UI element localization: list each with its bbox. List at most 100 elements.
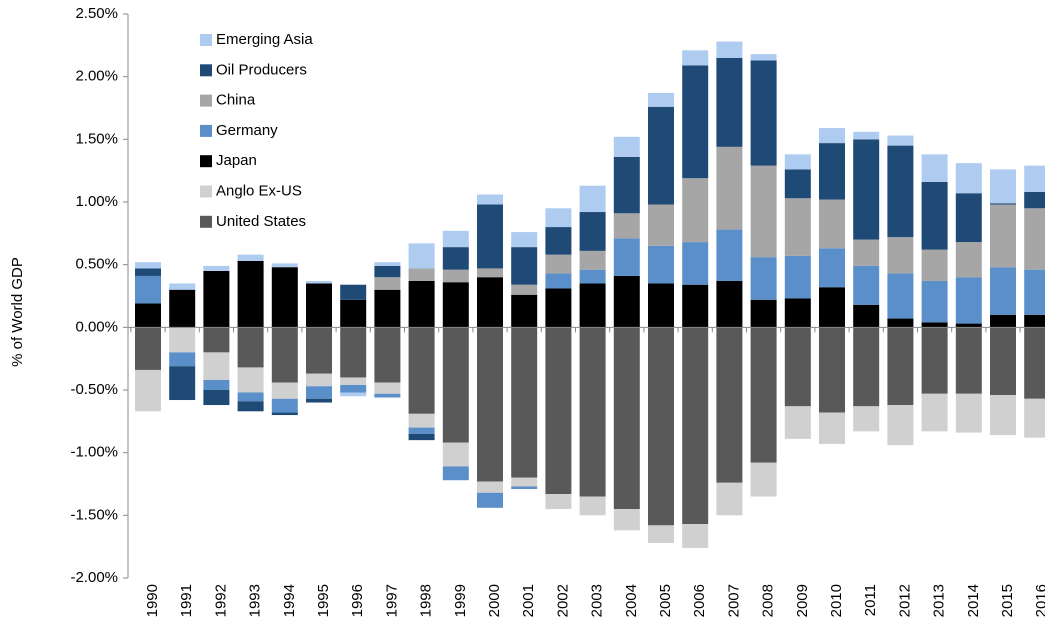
bar-segment (750, 165, 777, 258)
bar-segment (648, 283, 674, 328)
bar-segment (340, 284, 367, 300)
bar-segment (955, 323, 982, 328)
bar-segment (853, 265, 880, 305)
bar-segment (374, 265, 401, 278)
bar-segment (955, 393, 982, 433)
bar-segment (819, 143, 845, 200)
bar-segment (306, 280, 332, 284)
bar-segment (784, 255, 811, 299)
bar-segment (887, 145, 914, 238)
bar-segment (955, 242, 982, 278)
bar-segment (990, 314, 1016, 328)
bar-segment (477, 327, 503, 482)
bar-segment (716, 41, 743, 58)
bar-segment (203, 379, 230, 390)
bar-segment (511, 327, 538, 478)
bar-segment (545, 227, 572, 255)
bar-segment (511, 232, 538, 248)
bar-segment (887, 318, 914, 328)
bar-segment (648, 327, 674, 526)
bar-segment (511, 294, 538, 328)
legend-swatch (200, 124, 212, 137)
bar-segment (853, 406, 880, 432)
bar-segment (955, 277, 982, 324)
bar-segment (511, 486, 538, 490)
bar-segment (271, 398, 298, 413)
bar-segment (613, 238, 640, 276)
legend-label: Japan (216, 152, 257, 169)
bar-segment (511, 477, 538, 487)
x-tick-label: 2000 (486, 584, 503, 617)
bar-segment (853, 327, 880, 407)
bar-segment (408, 280, 435, 328)
bar-segment (203, 270, 230, 328)
x-tick-label: 2012 (896, 584, 913, 617)
bar-segment (271, 263, 298, 268)
bar-segment (716, 57, 743, 147)
x-tick-label: 2016 (1033, 584, 1045, 617)
bar-segment (169, 366, 196, 401)
bar-segment (237, 392, 264, 402)
bar-segment (135, 303, 161, 328)
bar-segment (306, 373, 332, 387)
bar-segment (819, 287, 845, 328)
bar-segment (169, 289, 196, 328)
x-tick-label: 1996 (349, 584, 366, 617)
bar-segment (613, 136, 640, 157)
bar-segment (784, 327, 811, 407)
bar-segment (271, 267, 298, 328)
bar-segment (887, 237, 914, 274)
bar-segment (442, 269, 469, 283)
legend-swatch (200, 94, 212, 107)
y-tick-label: -0.50% (70, 381, 118, 398)
bar-segment (442, 282, 469, 328)
bar-segment (716, 482, 743, 516)
bar-segment (716, 327, 743, 483)
bar-segment (237, 260, 264, 328)
bar-segment (579, 212, 606, 251)
y-tick-label: 0.00% (75, 318, 118, 335)
bar-segment (374, 327, 401, 383)
bar-segment (340, 299, 367, 328)
bar-segment (887, 135, 914, 146)
bar-segment (921, 280, 948, 323)
bar-segment (955, 327, 982, 394)
bar-segment (408, 427, 435, 434)
legend-label: Oil Producers (216, 61, 307, 78)
bar-segment (442, 442, 469, 467)
bar-segment (340, 384, 367, 393)
bar-segment (579, 327, 606, 497)
x-tick-label: 1997 (383, 584, 400, 617)
bar-segment (579, 496, 606, 516)
bar-segment (477, 481, 503, 493)
x-tick-label: 2002 (554, 584, 571, 617)
bar-segment (819, 412, 845, 444)
bar-segment (990, 203, 1016, 205)
bar-segment (853, 131, 880, 140)
bar-segment (169, 327, 196, 353)
bar-segment (442, 247, 469, 270)
x-tick-label: 2011 (862, 584, 879, 616)
bar-segment (306, 327, 332, 374)
legend-swatch (200, 34, 212, 46)
x-tick-label: 2013 (931, 584, 948, 617)
bar-segment (545, 273, 572, 289)
bar-segment (648, 92, 674, 107)
bar-segment (135, 275, 161, 304)
bar-segment (613, 327, 640, 510)
bar-segment (511, 247, 538, 285)
bar-segment (716, 146, 743, 230)
legend-label: United States (216, 213, 306, 230)
bar-segment (1024, 208, 1045, 270)
legend-label: Emerging Asia (216, 31, 313, 48)
x-tick-label: 2015 (999, 584, 1016, 617)
bar-segment (750, 299, 777, 328)
bar-segment (477, 268, 503, 278)
y-tick-label: -1.50% (70, 506, 118, 523)
y-axis-title: % of World GDP (9, 257, 26, 367)
bar-segment (169, 352, 196, 367)
bar-segment (442, 327, 469, 443)
bar-segment (784, 406, 811, 439)
bar-segment (579, 250, 606, 270)
y-tick-label: 2.50% (75, 5, 118, 22)
